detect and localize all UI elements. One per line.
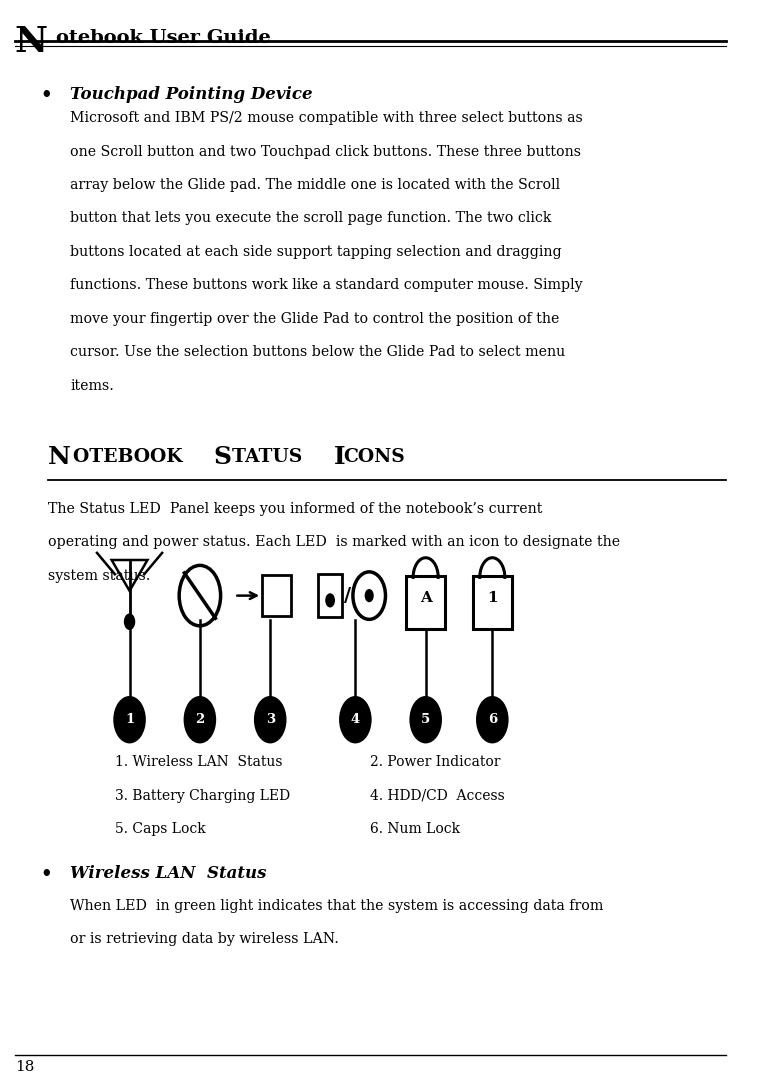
Circle shape xyxy=(183,696,216,743)
Text: 2. Power Indicator: 2. Power Indicator xyxy=(370,755,501,769)
Text: Touchpad Pointing Device: Touchpad Pointing Device xyxy=(70,86,313,104)
Text: S: S xyxy=(213,445,231,468)
Text: items.: items. xyxy=(70,379,114,393)
Text: move your fingertip over the Glide Pad to control the position of the: move your fingertip over the Glide Pad t… xyxy=(70,312,559,326)
Text: functions. These buttons work like a standard computer mouse. Simply: functions. These buttons work like a sta… xyxy=(70,278,583,292)
Text: N: N xyxy=(48,445,71,468)
Text: button that lets you execute the scroll page function. The two click: button that lets you execute the scroll … xyxy=(70,211,552,226)
Text: cursor. Use the selection buttons below the Glide Pad to select menu: cursor. Use the selection buttons below … xyxy=(70,345,565,359)
Text: or is retrieving data by wireless LAN.: or is retrieving data by wireless LAN. xyxy=(70,932,339,946)
FancyBboxPatch shape xyxy=(262,575,291,616)
Text: The Status LED  Panel keeps you informed of the notebook’s current: The Status LED Panel keeps you informed … xyxy=(48,502,543,516)
Circle shape xyxy=(124,613,135,630)
FancyBboxPatch shape xyxy=(473,576,511,629)
Text: buttons located at each side support tapping selection and dragging: buttons located at each side support tap… xyxy=(70,245,562,259)
Text: 3. Battery Charging LED: 3. Battery Charging LED xyxy=(115,789,290,803)
Circle shape xyxy=(113,696,146,743)
Text: 4: 4 xyxy=(351,713,360,726)
Text: 2: 2 xyxy=(196,713,205,726)
Circle shape xyxy=(476,696,508,743)
Text: 6: 6 xyxy=(488,713,497,726)
FancyBboxPatch shape xyxy=(406,576,445,629)
Text: array below the Glide pad. The middle one is located with the Scroll: array below the Glide pad. The middle on… xyxy=(70,178,560,192)
Circle shape xyxy=(325,593,335,607)
Text: one Scroll button and two Touchpad click buttons. These three buttons: one Scroll button and two Touchpad click… xyxy=(70,145,581,159)
Text: N: N xyxy=(14,25,48,59)
Text: OTEBOOK: OTEBOOK xyxy=(72,448,189,466)
Text: 4. HDD/CD  Access: 4. HDD/CD Access xyxy=(370,789,505,803)
Text: TATUS: TATUS xyxy=(232,448,309,466)
FancyBboxPatch shape xyxy=(318,574,342,617)
Text: •: • xyxy=(41,865,53,884)
Text: 5. Caps Lock: 5. Caps Lock xyxy=(115,822,205,836)
Text: system status.: system status. xyxy=(48,569,151,583)
Text: •: • xyxy=(41,86,53,105)
Text: Wireless LAN  Status: Wireless LAN Status xyxy=(70,865,267,883)
Circle shape xyxy=(409,696,442,743)
Text: otebook User Guide: otebook User Guide xyxy=(56,29,270,47)
Text: 5: 5 xyxy=(421,713,430,726)
Text: Microsoft and IBM PS/2 mouse compatible with three select buttons as: Microsoft and IBM PS/2 mouse compatible … xyxy=(70,111,583,125)
Text: 1. Wireless LAN  Status: 1. Wireless LAN Status xyxy=(115,755,282,769)
Text: 1: 1 xyxy=(125,713,134,726)
Circle shape xyxy=(365,589,374,602)
Text: 6. Num Lock: 6. Num Lock xyxy=(370,822,460,836)
Text: 3: 3 xyxy=(266,713,275,726)
Circle shape xyxy=(339,696,371,743)
Text: /: / xyxy=(345,586,352,605)
Text: 1: 1 xyxy=(487,591,498,605)
Text: When LED  in green light indicates that the system is accessing data from: When LED in green light indicates that t… xyxy=(70,899,603,913)
Text: A: A xyxy=(420,591,431,605)
Text: operating and power status. Each LED  is marked with an icon to designate the: operating and power status. Each LED is … xyxy=(48,535,620,549)
Text: 18: 18 xyxy=(14,1060,34,1074)
Circle shape xyxy=(254,696,286,743)
Text: I: I xyxy=(334,445,345,468)
Text: CONS: CONS xyxy=(342,448,405,466)
